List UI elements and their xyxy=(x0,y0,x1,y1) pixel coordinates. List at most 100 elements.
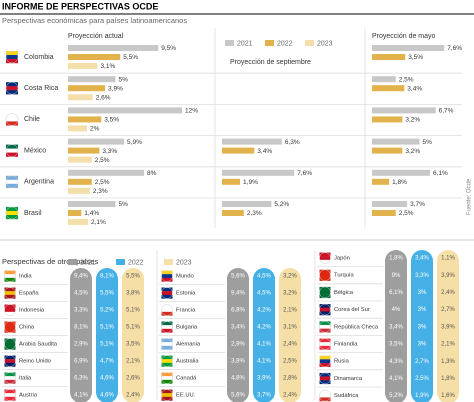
country-name: India xyxy=(19,274,32,280)
value-label: 5% xyxy=(423,139,433,146)
flag-stripe xyxy=(319,372,331,377)
bar xyxy=(68,63,98,69)
flag-stripe xyxy=(319,269,331,274)
flag-stripe xyxy=(161,294,173,299)
cell-value: 9% xyxy=(392,273,401,279)
flag-stripe xyxy=(6,179,18,184)
country-name: Finlandia xyxy=(334,342,358,348)
flag-stripe xyxy=(161,274,173,279)
legend-swatch xyxy=(116,259,125,265)
country-name: China xyxy=(19,325,35,331)
bar xyxy=(68,187,90,194)
value-label: 3,1% xyxy=(100,63,115,70)
cell-value: 9,4% xyxy=(74,274,88,280)
bar xyxy=(222,147,255,154)
flag-outline xyxy=(161,270,173,282)
value-label: 2,1% xyxy=(91,219,106,226)
flag-stripe xyxy=(161,338,173,343)
flag-stripe xyxy=(6,90,18,95)
flag-outline xyxy=(161,372,173,384)
flag-stripe xyxy=(6,207,18,212)
country-name: Estonia xyxy=(176,291,196,297)
cell-value: 3% xyxy=(418,342,427,348)
country-name: Francia xyxy=(176,308,196,314)
flag-stripe xyxy=(6,144,18,149)
flag-stripe xyxy=(6,51,18,56)
bar xyxy=(372,85,405,92)
cell-value: 5,1% xyxy=(126,325,140,331)
flag-outline xyxy=(5,113,19,126)
cell-value: 5,6% xyxy=(231,393,245,399)
legend-swatch xyxy=(305,40,314,46)
source: Fuente: Ocde xyxy=(467,178,473,215)
value-label: 2,5% xyxy=(399,210,414,217)
value-label: 3,2% xyxy=(405,148,420,155)
cell-value: 2,4% xyxy=(283,342,297,348)
value-label: 5% xyxy=(119,76,129,83)
bar xyxy=(68,169,144,176)
flag-outline xyxy=(5,50,19,64)
bar xyxy=(372,169,430,176)
cell-value: 1,6% xyxy=(441,393,455,399)
cell-value: 2,1% xyxy=(283,308,297,314)
cell-value: 5,1% xyxy=(126,308,140,314)
country-name: Mundo xyxy=(176,274,194,280)
country-name: Bulgaria xyxy=(176,325,198,331)
flag-stripe xyxy=(161,396,173,401)
country-name: República Checa xyxy=(334,324,379,330)
cell-value: 5,1% xyxy=(100,325,114,331)
flag-outline xyxy=(4,321,16,333)
flag-stripe xyxy=(6,211,18,216)
country-name: Sudáfrica xyxy=(334,393,359,399)
value-pill xyxy=(279,268,301,402)
flag-outline xyxy=(4,338,16,350)
bar xyxy=(68,178,92,185)
flag-stripe xyxy=(161,342,173,347)
flag-stripe xyxy=(4,342,16,347)
country-name: Reino Unido xyxy=(19,359,51,365)
flag-stripe xyxy=(4,372,16,377)
country-name: México xyxy=(24,147,46,154)
cell-value: 2,4% xyxy=(126,393,140,399)
flag-outline xyxy=(319,303,331,316)
section-title: Perspectivas de otros países xyxy=(2,257,99,266)
flag-outline xyxy=(161,287,173,299)
cell-value: 3,5% xyxy=(126,342,140,348)
flag-stripe xyxy=(4,270,16,275)
cell-value: 4% xyxy=(392,307,401,313)
value-label: 6,7% xyxy=(439,108,454,115)
flag-stripe xyxy=(4,396,16,401)
cell-value: 6,9% xyxy=(74,359,88,365)
flag-stripe xyxy=(319,324,331,329)
flag-outline xyxy=(4,270,16,282)
panel-title: Proyección de septiembre xyxy=(230,59,311,66)
flag-outline xyxy=(4,372,16,384)
flag-stripe xyxy=(6,183,18,188)
value-label: 6,3% xyxy=(285,139,300,146)
country-name: Turquía xyxy=(334,273,355,279)
country-name: Chile xyxy=(24,116,40,123)
bar xyxy=(222,169,295,176)
cell-value: 3,3% xyxy=(74,308,88,314)
cell-value: 2,7% xyxy=(415,359,429,365)
flag-stripe xyxy=(6,82,18,87)
flag-stripe xyxy=(6,86,18,91)
cell-value: 3,4% xyxy=(389,324,403,330)
flag-stripe xyxy=(319,290,331,295)
country-name: EE.UU. xyxy=(176,393,196,399)
flag-outline xyxy=(319,269,331,281)
country-name: Colombia xyxy=(24,54,54,61)
value-label: 7,6% xyxy=(297,170,312,177)
value-label: 3,7% xyxy=(410,201,425,208)
flag-stripe xyxy=(319,304,331,308)
cell-value: 4,2% xyxy=(257,308,271,314)
panel-title: Proyección de mayo xyxy=(372,33,436,40)
bar xyxy=(222,201,272,207)
cell-value: 9,4% xyxy=(231,291,245,297)
country-name: Austria xyxy=(19,393,38,399)
value-label: 12% xyxy=(185,108,198,115)
bar xyxy=(68,125,87,132)
cell-value: 2,1% xyxy=(126,359,140,365)
flag-outline xyxy=(319,389,331,402)
flag-outline xyxy=(319,355,331,367)
